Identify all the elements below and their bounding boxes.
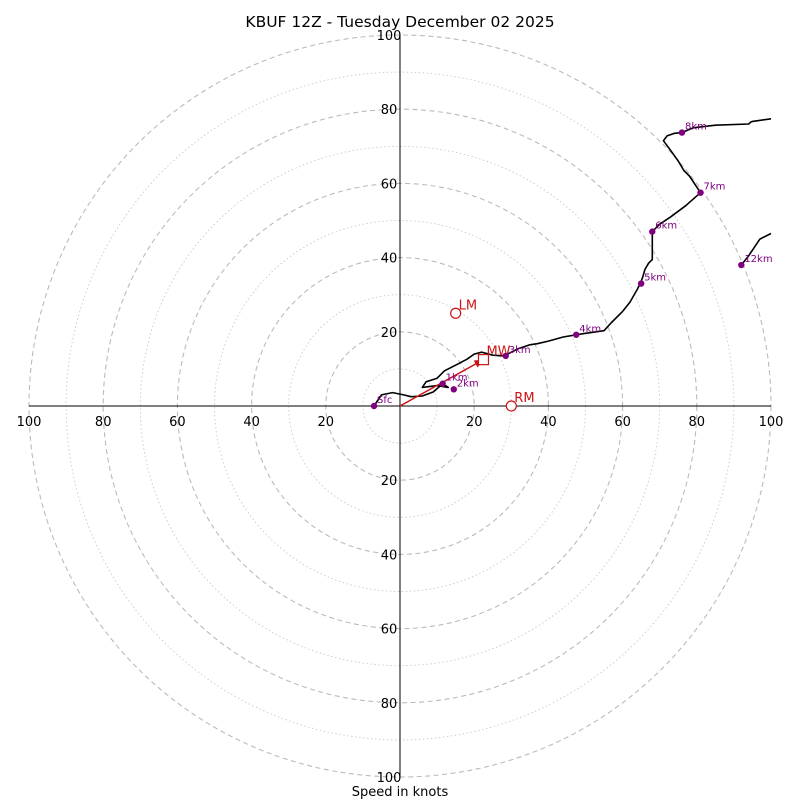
x-tick-label: 20 — [318, 415, 335, 430]
height-label: Sfc — [377, 395, 392, 406]
y-tick-label: 20 — [381, 326, 398, 341]
x-tick-label: 60 — [169, 415, 186, 430]
hodograph-line-upper — [740, 232, 772, 266]
y-tick-label: 80 — [381, 697, 398, 712]
x-tick-label: 40 — [243, 415, 260, 430]
storm-motion-label: RM — [514, 391, 534, 406]
height-marker — [573, 331, 580, 338]
y-tick-label: 100 — [377, 29, 402, 44]
height-label: 12km — [744, 254, 772, 265]
y-tick-label: 100 — [377, 771, 402, 786]
y-tick-label: 80 — [381, 103, 398, 118]
storm-motion-marker — [505, 400, 517, 412]
height-marker — [502, 352, 509, 360]
height-label: 8km — [685, 122, 707, 133]
x-axis-label: Speed in knots — [352, 785, 449, 800]
y-tick-label: 60 — [381, 177, 398, 192]
chart-title: KBUF 12Z - Tuesday December 02 2025 — [245, 13, 554, 31]
hodograph-line — [373, 118, 772, 407]
height-marker — [738, 261, 745, 269]
mean-wind-marker — [477, 354, 490, 366]
y-tick-label: 20 — [381, 474, 398, 489]
x-tick-label: 80 — [95, 415, 112, 430]
y-tick-label: 40 — [381, 252, 398, 267]
y-tick-label: 60 — [381, 623, 398, 638]
x-tick-label: 100 — [17, 415, 42, 430]
height-marker — [637, 280, 645, 287]
height-marker — [678, 129, 686, 136]
height-marker — [649, 228, 656, 235]
height-marker — [450, 386, 457, 393]
hodograph-traces — [373, 118, 772, 407]
x-tick-label: 100 — [759, 415, 784, 430]
height-marker — [370, 402, 378, 410]
height-marker — [439, 380, 446, 387]
height-label: 1km — [446, 373, 468, 384]
x-tick-label: 60 — [614, 415, 631, 430]
x-tick-label: 80 — [689, 415, 706, 430]
tick-labels: 100 100 100 100 80 80 80 80 60 60 60 60 40 40 40 40 20 20… — [17, 29, 784, 786]
height-label: 7km — [704, 182, 726, 193]
height-label: 4km — [579, 324, 601, 335]
height-label: 2km — [457, 378, 479, 389]
height-label: 6km — [655, 221, 677, 232]
height-marker — [697, 189, 704, 196]
storm-motion-label: LM — [459, 298, 477, 313]
height-label: 3km — [509, 345, 531, 356]
storm-motion-marker — [450, 307, 462, 319]
y-tick-label: 40 — [381, 548, 398, 563]
height-label: 5km — [644, 273, 666, 284]
x-tick-label: 40 — [540, 415, 557, 430]
x-tick-label: 20 — [466, 415, 483, 430]
